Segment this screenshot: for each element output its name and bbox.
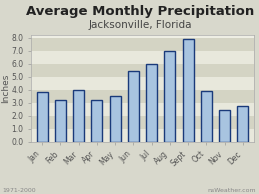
Bar xyxy=(31,77,254,90)
Bar xyxy=(238,107,248,142)
Bar xyxy=(31,129,254,142)
Bar xyxy=(31,90,254,103)
Bar xyxy=(31,37,254,50)
Bar xyxy=(91,100,102,142)
Bar xyxy=(55,100,66,142)
Bar xyxy=(37,92,47,142)
Bar xyxy=(146,64,157,142)
Bar xyxy=(201,91,212,142)
Bar xyxy=(31,116,254,129)
Bar xyxy=(219,110,230,142)
Bar xyxy=(31,103,254,116)
Bar xyxy=(73,90,84,142)
Y-axis label: Inches: Inches xyxy=(1,74,10,103)
Text: 1971-2000: 1971-2000 xyxy=(3,188,36,193)
Bar xyxy=(31,64,254,77)
Text: Average Monthly Precipitation: Average Monthly Precipitation xyxy=(26,5,254,18)
Bar xyxy=(128,71,139,142)
Text: Jacksonville, Florida: Jacksonville, Florida xyxy=(88,20,192,30)
Bar xyxy=(31,50,254,64)
Bar xyxy=(110,96,120,142)
Bar xyxy=(164,50,175,142)
Text: nsWeather.com: nsWeather.com xyxy=(208,188,256,193)
Bar xyxy=(183,39,193,142)
